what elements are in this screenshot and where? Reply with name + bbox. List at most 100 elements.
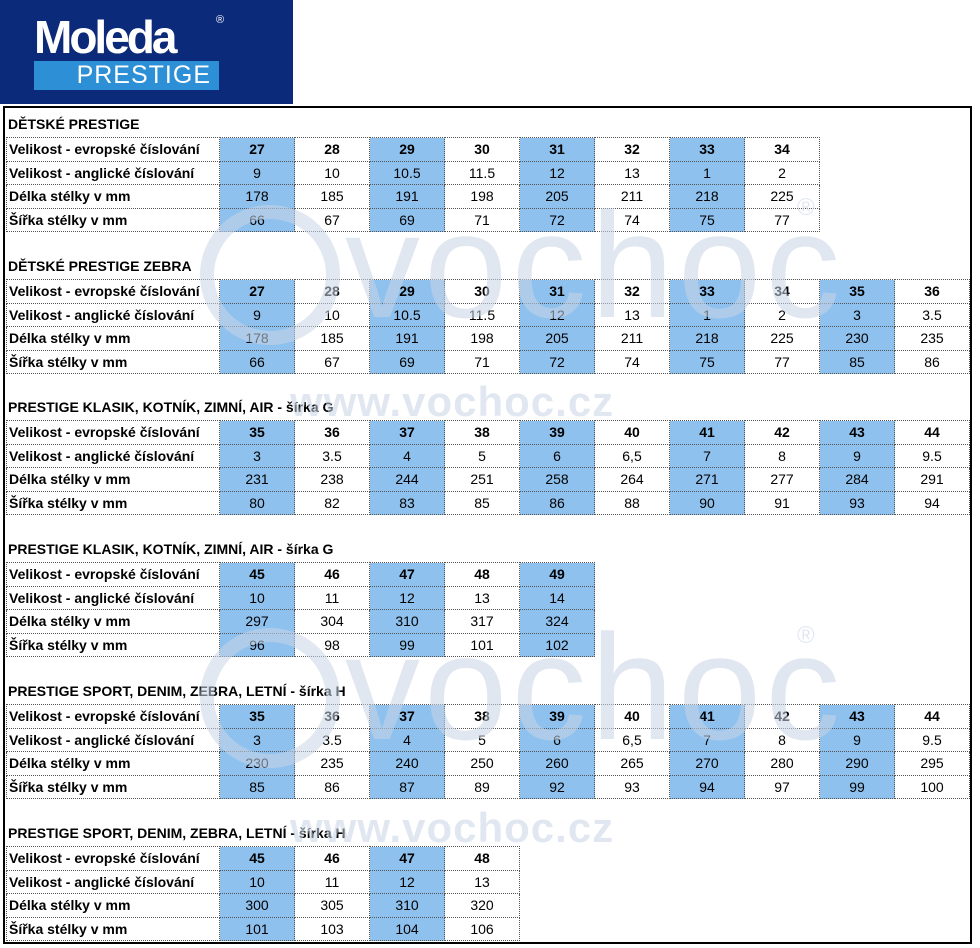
table-cell: 34 [744, 279, 820, 304]
table-cell: 191 [369, 184, 445, 209]
table-cell: 9 [819, 727, 895, 753]
table-cell: 91 [744, 490, 820, 516]
table-cell: 13 [594, 160, 670, 186]
size-table: Velikost - evropské číslování 45 46 47 48 Vel… [6, 846, 520, 942]
table-row: Šířka stélky v mm 66 67 69 71 72 74 75 77 [6, 207, 820, 233]
table-cell: 30 [444, 137, 520, 162]
table-cell: 240 [369, 751, 445, 776]
table-cell: 34 [744, 137, 820, 162]
table-cell: 9 [219, 160, 295, 186]
table-cell: 8 [744, 443, 820, 469]
table-row: Velikost - anglické číslování 9 10 10.5 11.5… [6, 160, 820, 186]
row-label: Velikost - anglické číslování [6, 160, 220, 186]
row-label: Velikost - evropské číslování [6, 562, 220, 587]
table-cell: 31 [519, 279, 595, 304]
table-cell: 2 [744, 302, 820, 328]
table-cell: 284 [819, 467, 895, 492]
table-cell: 317 [444, 609, 520, 634]
table-cell: 5 [444, 727, 520, 753]
table-cell: 9 [819, 443, 895, 469]
table-cell: 6 [519, 443, 595, 469]
table-cell: 48 [444, 846, 520, 871]
table-cell: 99 [369, 632, 445, 658]
table-cell: 225 [744, 184, 820, 209]
table-cell: 198 [444, 184, 520, 209]
table-cell: 45 [219, 562, 295, 587]
table-cell: 42 [744, 704, 820, 729]
table-cell: 324 [519, 609, 595, 634]
table-cell: 36 [294, 420, 370, 445]
table-cell: 86 [894, 349, 970, 375]
table-cell: 86 [519, 490, 595, 516]
table-cell: 244 [369, 467, 445, 492]
table-row: Velikost - anglické číslování 3 3.5 4 5 6 6,5 7… [6, 443, 970, 469]
table-cell: 211 [594, 326, 670, 351]
table-cell: 10.5 [369, 160, 445, 186]
table-row: Velikost - anglické číslování 10 11 12 13 14 [6, 585, 595, 611]
table-cell: 13 [594, 302, 670, 328]
table-cell: 44 [894, 704, 970, 729]
table-row: Velikost - evropské číslování 45 46 47 48 49 [6, 562, 595, 587]
table-cell: 97 [744, 774, 820, 800]
table-cell: 185 [294, 326, 370, 351]
table-cell: 31 [519, 137, 595, 162]
logo-subtitle: PRESTIGE [76, 61, 211, 89]
table-cell: 35 [219, 420, 295, 445]
table-cell: 41 [669, 704, 745, 729]
table-cell: 32 [594, 279, 670, 304]
table-row: Velikost - evropské číslování 27 28 29 30 31 3… [6, 137, 820, 162]
table-cell: 258 [519, 467, 595, 492]
row-label: Velikost - evropské číslování [6, 420, 220, 445]
table-cell: 7 [669, 727, 745, 753]
size-table: Velikost - evropské číslování 35 36 37 38 39 4… [6, 420, 970, 516]
row-label: Velikost - evropské číslování [6, 137, 220, 162]
section-title: DĚTSKÉ PRESTIGE [8, 116, 140, 132]
row-label: Délka stélky v mm [6, 893, 220, 918]
logo-wordmark: Moleda [34, 11, 177, 63]
table-cell: 28 [294, 137, 370, 162]
table-cell: 40 [594, 420, 670, 445]
table-cell: 14 [519, 585, 595, 611]
table-row: Velikost - evropské číslování 35 36 37 38 39 4… [6, 420, 970, 445]
table-cell: 32 [594, 137, 670, 162]
table-cell: 85 [219, 774, 295, 800]
table-cell: 251 [444, 467, 520, 492]
table-cell: 93 [819, 490, 895, 516]
table-cell: 1 [669, 302, 745, 328]
row-label: Délka stélky v mm [6, 467, 220, 492]
table-cell: 13 [444, 869, 520, 895]
table-cell: 45 [219, 846, 295, 871]
row-label: Velikost - anglické číslování [6, 443, 220, 469]
table-cell: 230 [819, 326, 895, 351]
table-cell: 47 [369, 562, 445, 587]
table-cell: 77 [744, 207, 820, 233]
table-cell: 49 [519, 562, 595, 587]
table-row: Velikost - evropské číslování 35 36 37 38 39 4… [6, 704, 970, 729]
section-title: DĚTSKÉ PRESTIGE ZEBRA [8, 258, 192, 274]
table-cell: 99 [819, 774, 895, 800]
table-cell: 11.5 [444, 302, 520, 328]
size-chart-frame [3, 106, 972, 944]
table-cell: 83 [369, 490, 445, 516]
table-cell: 191 [369, 326, 445, 351]
table-cell: 35 [819, 279, 895, 304]
table-cell: 11.5 [444, 160, 520, 186]
table-cell: 178 [219, 184, 295, 209]
table-cell: 8 [744, 727, 820, 753]
table-cell: 12 [519, 160, 595, 186]
table-cell: 86 [294, 774, 370, 800]
table-cell: 80 [219, 490, 295, 516]
table-cell: 225 [744, 326, 820, 351]
table-cell: 72 [519, 207, 595, 233]
section-title: PRESTIGE SPORT, DENIM, ZEBRA, LETNÍ - ší… [8, 825, 346, 841]
table-cell: 101 [444, 632, 520, 658]
table-cell: 10.5 [369, 302, 445, 328]
table-cell: 69 [369, 349, 445, 375]
table-cell: 75 [669, 349, 745, 375]
table-cell: 7 [669, 443, 745, 469]
table-cell: 36 [894, 279, 970, 304]
table-cell: 235 [894, 326, 970, 351]
table-row: Velikost - anglické číslování 10 11 12 13 [6, 869, 520, 895]
table-row: Délka stélky v mm 231 238 244 251 258 264 271 27… [6, 467, 970, 492]
section-title: PRESTIGE KLASIK, KOTNÍK, ZIMNÍ, AIR - ší… [8, 541, 334, 557]
